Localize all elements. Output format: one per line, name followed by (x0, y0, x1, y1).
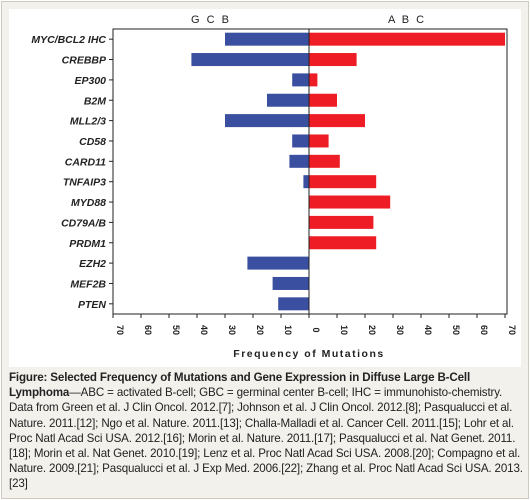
x-tick-label: 10 (339, 325, 349, 335)
x-tick-label: 40 (423, 325, 433, 335)
x-tick-label: 70 (115, 325, 125, 335)
x-tick-label: 20 (367, 325, 377, 335)
caption-title: Figure: Selected Frequency of Mutations … (9, 371, 471, 400)
x-tick-label: 60 (143, 325, 153, 335)
category-label: MYD88 (71, 197, 106, 209)
bar-abc (309, 32, 505, 46)
chart-panel: G C B A B C MYC/BCL2 IHC CREBBP EP300 B2M MLL2… (9, 9, 521, 367)
bar-gcb (191, 53, 309, 67)
category-label: CREBBP (62, 55, 107, 67)
category-label: TNFAIP3 (63, 177, 106, 189)
category-label: CARD11 (65, 156, 106, 168)
category-label: B2M (84, 95, 106, 107)
bar-gcb (289, 154, 309, 168)
mutation-frequency-chart: G C B A B C MYC/BCL2 IHC CREBBP EP300 B2M MLL2… (31, 14, 517, 360)
bar-abc (309, 93, 337, 107)
bar-gcb (272, 276, 309, 290)
bar-gcb (267, 93, 309, 107)
bar-gcb (292, 134, 309, 148)
category-label: CD79A/B (61, 217, 106, 229)
x-tick-label: 50 (451, 325, 461, 335)
category-label: PTEN (78, 299, 106, 311)
x-tick-label: 0 (311, 327, 321, 332)
category-label: EZH2 (79, 258, 106, 270)
x-tick-label: 20 (255, 325, 265, 335)
bar-abc (309, 134, 329, 148)
x-tick-label: 30 (395, 325, 405, 335)
category-label: EP300 (74, 75, 106, 87)
category-label: CD58 (79, 136, 106, 148)
bar-gcb (278, 297, 309, 311)
bar-gcb (247, 256, 309, 270)
category-label: MYC/BCL2 IHC (31, 34, 106, 46)
x-tick-label: 40 (199, 325, 209, 335)
caption-text: —ABC = activated B-cell; GBC = germinal … (9, 386, 523, 491)
category-label: MEF2B (70, 278, 106, 290)
bar-abc (309, 114, 365, 128)
bar-abc (309, 154, 340, 168)
plot-frame (112, 28, 508, 315)
bar-gcb (303, 175, 309, 189)
group-label-abc: A B C (388, 14, 426, 26)
bar-gcb (292, 73, 309, 87)
x-tick-label: 60 (479, 325, 489, 335)
category-label: MLL2/3 (70, 116, 106, 128)
bar-gcb (225, 32, 309, 46)
bar-abc (309, 175, 377, 189)
x-axis-title: Frequency of Mutations (233, 348, 384, 360)
x-tick-label: 50 (171, 325, 181, 335)
figure-caption: Figure: Selected Frequency of Mutations … (9, 370, 523, 492)
x-tick-label: 10 (283, 325, 293, 335)
bar-abc (309, 236, 377, 250)
bar-abc (309, 195, 391, 209)
bar-abc (309, 215, 374, 229)
x-tick-label: 70 (507, 325, 517, 335)
x-tick-label: 30 (227, 325, 237, 335)
bar-gcb (225, 114, 309, 128)
bar-abc (309, 73, 318, 87)
category-label: PRDM1 (69, 238, 106, 250)
group-label-gcb: G C B (191, 14, 231, 26)
bar-abc (309, 53, 357, 67)
